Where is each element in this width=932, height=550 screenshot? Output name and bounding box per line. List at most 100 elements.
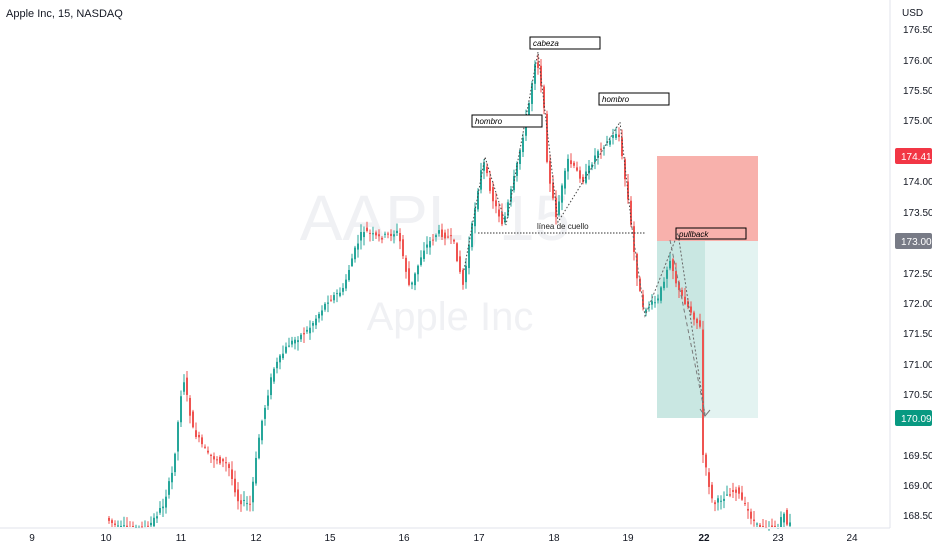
projection-arrow bbox=[669, 239, 706, 415]
candle-body bbox=[198, 434, 200, 438]
time-axis[interactable]: 9 10 11 12 15 16 17 18 19 22 23 24 bbox=[29, 533, 858, 544]
candle-body bbox=[342, 287, 344, 292]
candle-body bbox=[426, 244, 428, 248]
price-axis[interactable]: 176.50 176.00 175.50 175.00 174.00 173.5… bbox=[895, 25, 932, 522]
price-tick: 172.00 bbox=[903, 299, 932, 310]
candle-body bbox=[246, 503, 248, 505]
candle-body bbox=[348, 269, 350, 281]
cabeza-label: cabeza bbox=[533, 39, 559, 48]
candle-body bbox=[531, 83, 533, 104]
candle-body bbox=[351, 258, 353, 267]
candle-body bbox=[228, 464, 230, 469]
pattern-lines bbox=[463, 51, 706, 417]
candle-body bbox=[165, 496, 167, 508]
candle-body bbox=[759, 524, 761, 527]
candle-body bbox=[153, 517, 155, 527]
candle-body bbox=[267, 395, 269, 406]
candle-body bbox=[135, 526, 137, 528]
price-tick: 169.50 bbox=[903, 451, 932, 462]
candle-body bbox=[594, 155, 596, 163]
time-tick: 12 bbox=[250, 533, 262, 544]
candle-body bbox=[126, 525, 128, 527]
candle-body bbox=[156, 516, 158, 519]
candle-body bbox=[270, 377, 272, 396]
price-badge-target-label: 170.09 bbox=[901, 414, 932, 425]
candle-body bbox=[711, 484, 713, 499]
price-tick: 176.00 bbox=[903, 56, 932, 67]
candle-body bbox=[240, 500, 242, 505]
candle-body bbox=[474, 208, 476, 227]
candle-body bbox=[168, 481, 170, 495]
candle-body bbox=[690, 306, 692, 313]
candle-body bbox=[336, 293, 338, 295]
candle-body bbox=[309, 327, 311, 334]
price-tick: 168.50 bbox=[903, 511, 932, 522]
neckline-label: línea de cuello bbox=[537, 222, 589, 231]
candle-body bbox=[471, 223, 473, 247]
candle-body bbox=[450, 235, 452, 237]
price-tick: 176.50 bbox=[903, 25, 932, 36]
candle-body bbox=[780, 517, 782, 527]
candle-body bbox=[720, 500, 722, 502]
candle-body bbox=[597, 151, 599, 158]
candle-body bbox=[366, 227, 368, 231]
candle-body bbox=[390, 233, 392, 237]
candle-body bbox=[312, 323, 314, 326]
candle-body bbox=[735, 489, 737, 493]
price-tick: 175.00 bbox=[903, 116, 932, 127]
candle-body bbox=[486, 166, 488, 174]
candle-body bbox=[249, 503, 251, 505]
pullback-box[interactable] bbox=[675, 227, 747, 240]
candle-body bbox=[609, 140, 611, 145]
candle-body bbox=[633, 226, 635, 252]
candle-body bbox=[774, 525, 776, 527]
candle-body bbox=[360, 232, 362, 241]
stop-loss-zone[interactable] bbox=[657, 156, 758, 241]
candle-body bbox=[234, 478, 236, 493]
candle-body bbox=[636, 253, 638, 279]
candle-body bbox=[108, 517, 110, 521]
candle-body bbox=[177, 422, 179, 452]
candle-body bbox=[387, 233, 389, 235]
candle-body bbox=[483, 162, 485, 171]
time-tick: 22 bbox=[698, 533, 710, 544]
candle-body bbox=[693, 312, 695, 320]
candle-body bbox=[516, 162, 518, 176]
candle-body bbox=[717, 498, 719, 503]
candle-body bbox=[132, 526, 134, 528]
candle-body bbox=[369, 232, 371, 234]
candle-body bbox=[150, 522, 152, 526]
candle-body bbox=[699, 320, 701, 327]
candle-body bbox=[282, 353, 284, 359]
price-tick: 174.00 bbox=[903, 177, 932, 188]
candle-body bbox=[363, 232, 365, 238]
candle-body bbox=[396, 230, 398, 233]
candle-body bbox=[678, 282, 680, 291]
candle-body bbox=[576, 167, 578, 171]
candle-body bbox=[585, 171, 587, 183]
candle-body bbox=[630, 200, 632, 225]
candle-body bbox=[561, 185, 563, 203]
candle-body bbox=[579, 170, 581, 179]
price-badge-target bbox=[895, 410, 932, 426]
candle-body bbox=[708, 472, 710, 487]
hombro-right-box[interactable] bbox=[598, 92, 670, 106]
candle-body bbox=[333, 295, 335, 301]
candle-body bbox=[663, 281, 665, 289]
time-tick: 19 bbox=[622, 533, 634, 544]
candle-body bbox=[789, 522, 791, 526]
candle-body bbox=[465, 265, 467, 283]
candle-body bbox=[441, 229, 443, 238]
candle-body bbox=[147, 525, 149, 527]
candle-body bbox=[261, 420, 263, 441]
price-badge-stop-label: 174.41 bbox=[901, 152, 932, 163]
candle-body bbox=[192, 411, 194, 428]
candle-body bbox=[174, 453, 176, 473]
hombro-left-box[interactable] bbox=[471, 114, 543, 128]
cabeza-box[interactable] bbox=[529, 36, 601, 50]
candle-body bbox=[681, 290, 683, 296]
candle-body bbox=[726, 494, 728, 496]
candle-body bbox=[321, 310, 323, 316]
